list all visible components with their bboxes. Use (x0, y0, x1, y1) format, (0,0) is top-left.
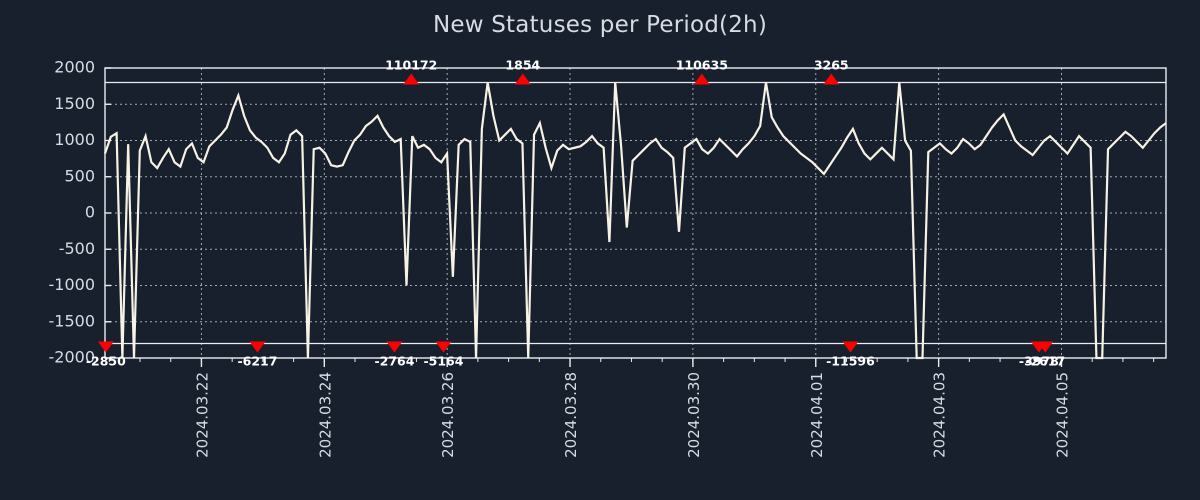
series-line (103, 82, 1167, 360)
annotation-label: 1854 (505, 58, 540, 73)
annotation-label: -6217 (237, 354, 277, 369)
y-axis-tick-label: 1000 (54, 130, 95, 149)
annotation-marker (514, 73, 531, 85)
annotation-label: -5164 (423, 354, 463, 369)
y-axis-tick-label: 1500 (54, 94, 95, 113)
x-axis-tick-label: 2024.04.03 (931, 372, 949, 458)
x-axis-tick-label: 2024.04.01 (808, 372, 826, 458)
y-axis-tick-label: 500 (64, 166, 95, 185)
annotation-marker (97, 341, 114, 353)
x-axis-tick-label: 2024.04.05 (1053, 372, 1071, 458)
y-axis-tick-label: -2000 (49, 348, 96, 367)
y-axis-tick-label: -500 (59, 239, 95, 258)
annotation-label: -3978 (1019, 354, 1059, 369)
annotation-marker (249, 341, 266, 353)
y-axis-tick-label: 2000 (54, 58, 95, 77)
annotation-markers (97, 73, 1054, 353)
y-axis-tick-label: -1000 (49, 275, 96, 294)
annotation-marker (386, 341, 403, 353)
chart-title: New Statuses per Period(2h) (432, 12, 767, 38)
y-axis-tick-label: 0 (85, 203, 95, 222)
x-axis-tick-labels: 2024.03.22 2024.03.24 2024.03.26 2024.03.28… (193, 372, 1071, 458)
grid-layer (105, 67, 1166, 359)
annotation-marker (693, 73, 710, 85)
annotation-marker (823, 73, 840, 85)
x-axis-tick-label: 2024.03.24 (316, 372, 334, 458)
annotation-marker (435, 341, 452, 353)
annotation-label: -2850 (86, 354, 126, 369)
annotation-label: 110635 (676, 58, 728, 73)
x-axis-tick-label: 2024.03.28 (562, 372, 580, 458)
annotation-label: 3265 (814, 58, 849, 73)
x-axis-tick-label: 2024.03.26 (439, 372, 457, 458)
annotation-label: -11596 (826, 354, 875, 369)
annotation-labels: -2850 -6217 110172 -2764 -5164 1854 110635 3265… (86, 58, 1065, 369)
series-path (103, 82, 1167, 360)
annotation-label: -2764 (374, 354, 414, 369)
axis-layer (104, 67, 1167, 367)
annotation-marker (403, 73, 420, 85)
annotation-label: 110172 (385, 58, 437, 73)
y-axis-tick-labels: 2000 1500 1000 500 0 -500 -1000 -1500 -2000 (49, 58, 96, 367)
annotation-marker (842, 341, 859, 353)
x-axis-tick-label: 2024.03.30 (685, 372, 703, 458)
y-axis-tick-label: -1500 (49, 311, 96, 330)
annotation-marker (1037, 341, 1054, 353)
x-axis-tick-label: 2024.03.22 (193, 372, 211, 458)
annotation-label: -2617 (1025, 354, 1065, 369)
